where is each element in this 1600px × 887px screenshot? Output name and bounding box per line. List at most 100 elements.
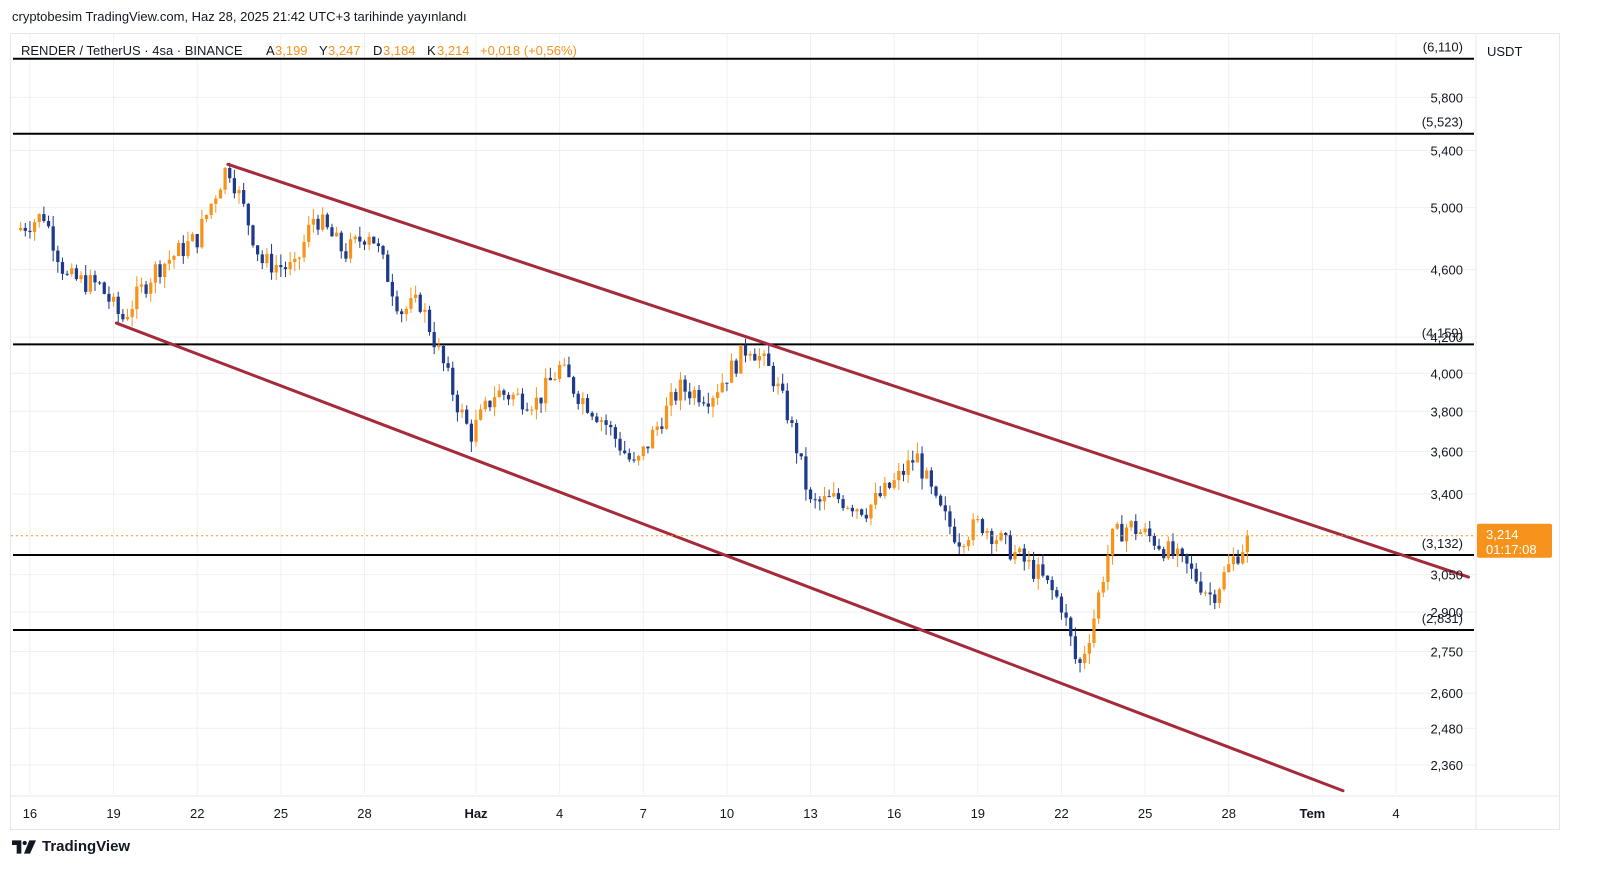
y-tick-label: 4,000 [1430,366,1463,381]
channel-upper-line[interactable] [226,162,1470,579]
candle-body [297,257,302,259]
candle-body [376,243,381,247]
candle-body [794,422,799,454]
currency-label[interactable]: USDT [1487,44,1522,59]
candle-body [279,265,283,268]
chart-panel[interactable]: (6,110) (5,523) (4,159) (3,132) (2,831) 5,80… [10,33,1560,830]
ohlc-close-label: K [427,43,436,58]
candle-body [1227,564,1231,573]
candle-body [497,390,501,398]
candle-body [530,409,534,411]
candle-body [163,263,167,278]
candle-body [348,239,353,259]
candle-body [585,398,590,413]
candle-body [107,293,111,302]
ohlc-high-value: 3,247 [328,43,361,58]
candle-body [915,453,920,463]
x-tick-label: 22 [1054,806,1068,821]
candle-body [962,546,966,548]
horizontal-level-label: (5,523) [1422,115,1463,130]
candle-body [850,507,854,512]
candle-body [790,420,794,423]
last-price-countdown: 01:17:08 [1486,542,1537,557]
candle-body [330,227,334,237]
ohlc-close-value: 3,214 [437,43,470,58]
candle-body [427,309,432,333]
candle-body [1027,559,1031,562]
candle-body [827,496,831,498]
candle-body [771,365,775,387]
x-tick-label: Tem [1299,806,1325,821]
candle-body [539,397,543,404]
candle-body [135,286,139,310]
y-tick-label: 3,050 [1430,568,1463,583]
candle-body [409,298,413,309]
candle-body [599,420,604,423]
candle-body [56,250,60,263]
candle-body [311,218,315,225]
candle-body [553,378,557,381]
x-tick-label: 25 [1138,806,1152,821]
candle-body [1004,532,1008,535]
candle-body [437,345,441,348]
candle-body [269,253,274,273]
candle-body [957,542,961,547]
candle-body [465,409,469,424]
candle-body [88,275,92,292]
candles-layer [19,162,1249,673]
candle-body [502,390,506,395]
candle-body [102,282,106,294]
candle-body [1115,523,1119,529]
price-chart[interactable]: (6,110) (5,523) (4,159) (3,132) (2,831) 5,80… [11,34,1559,829]
y-tick-label: 5,400 [1430,143,1463,158]
y-tick-label: 5,000 [1430,201,1463,216]
candle-body [451,367,455,395]
candle-body [1110,528,1115,556]
candle-body [520,393,525,410]
y-tick-label: 2,900 [1430,605,1463,620]
candle-body [655,426,659,430]
channel-lower-line[interactable] [114,321,1345,793]
candle-body [1189,563,1194,569]
candle-body [1022,548,1026,562]
candle-body [813,499,817,501]
candle-body [455,394,460,413]
candle-body [195,234,199,248]
candle-body [715,392,720,398]
y-tick-label: 2,360 [1430,758,1463,773]
candle-body [855,509,859,512]
candle-body [1101,582,1105,593]
x-tick-label: 7 [640,806,647,821]
candle-body [1018,548,1022,553]
candle-body [925,470,929,479]
candle-body [985,530,989,534]
candle-body [808,489,813,500]
candle-body [1087,642,1091,654]
y-tick-label: 4,600 [1430,263,1463,278]
candle-body [836,493,841,500]
candle-body [46,221,51,227]
candle-body [994,540,999,545]
candle-body [1092,618,1096,643]
candle-body [1166,541,1170,559]
candle-body [618,438,622,451]
candle-body [51,226,55,251]
candle-body [200,218,204,248]
candle-body [711,397,715,407]
y-tick-label: 5,800 [1430,90,1463,105]
candle-body [441,345,446,364]
candle-body [1045,575,1050,581]
candle-body [864,514,868,519]
y-tick-label: 3,600 [1430,445,1463,460]
candle-body [623,450,627,454]
candle-body [181,243,185,257]
candle-body [1073,636,1078,660]
candle-body [251,225,255,246]
candle-body [841,499,845,509]
candle-body [469,423,473,442]
horizontal-level-label: (3,132) [1422,536,1463,551]
candle-body [581,398,585,404]
tradingview-logo[interactable]: TradingView [12,838,130,855]
candle-body [1241,552,1245,564]
candle-body [418,294,422,312]
